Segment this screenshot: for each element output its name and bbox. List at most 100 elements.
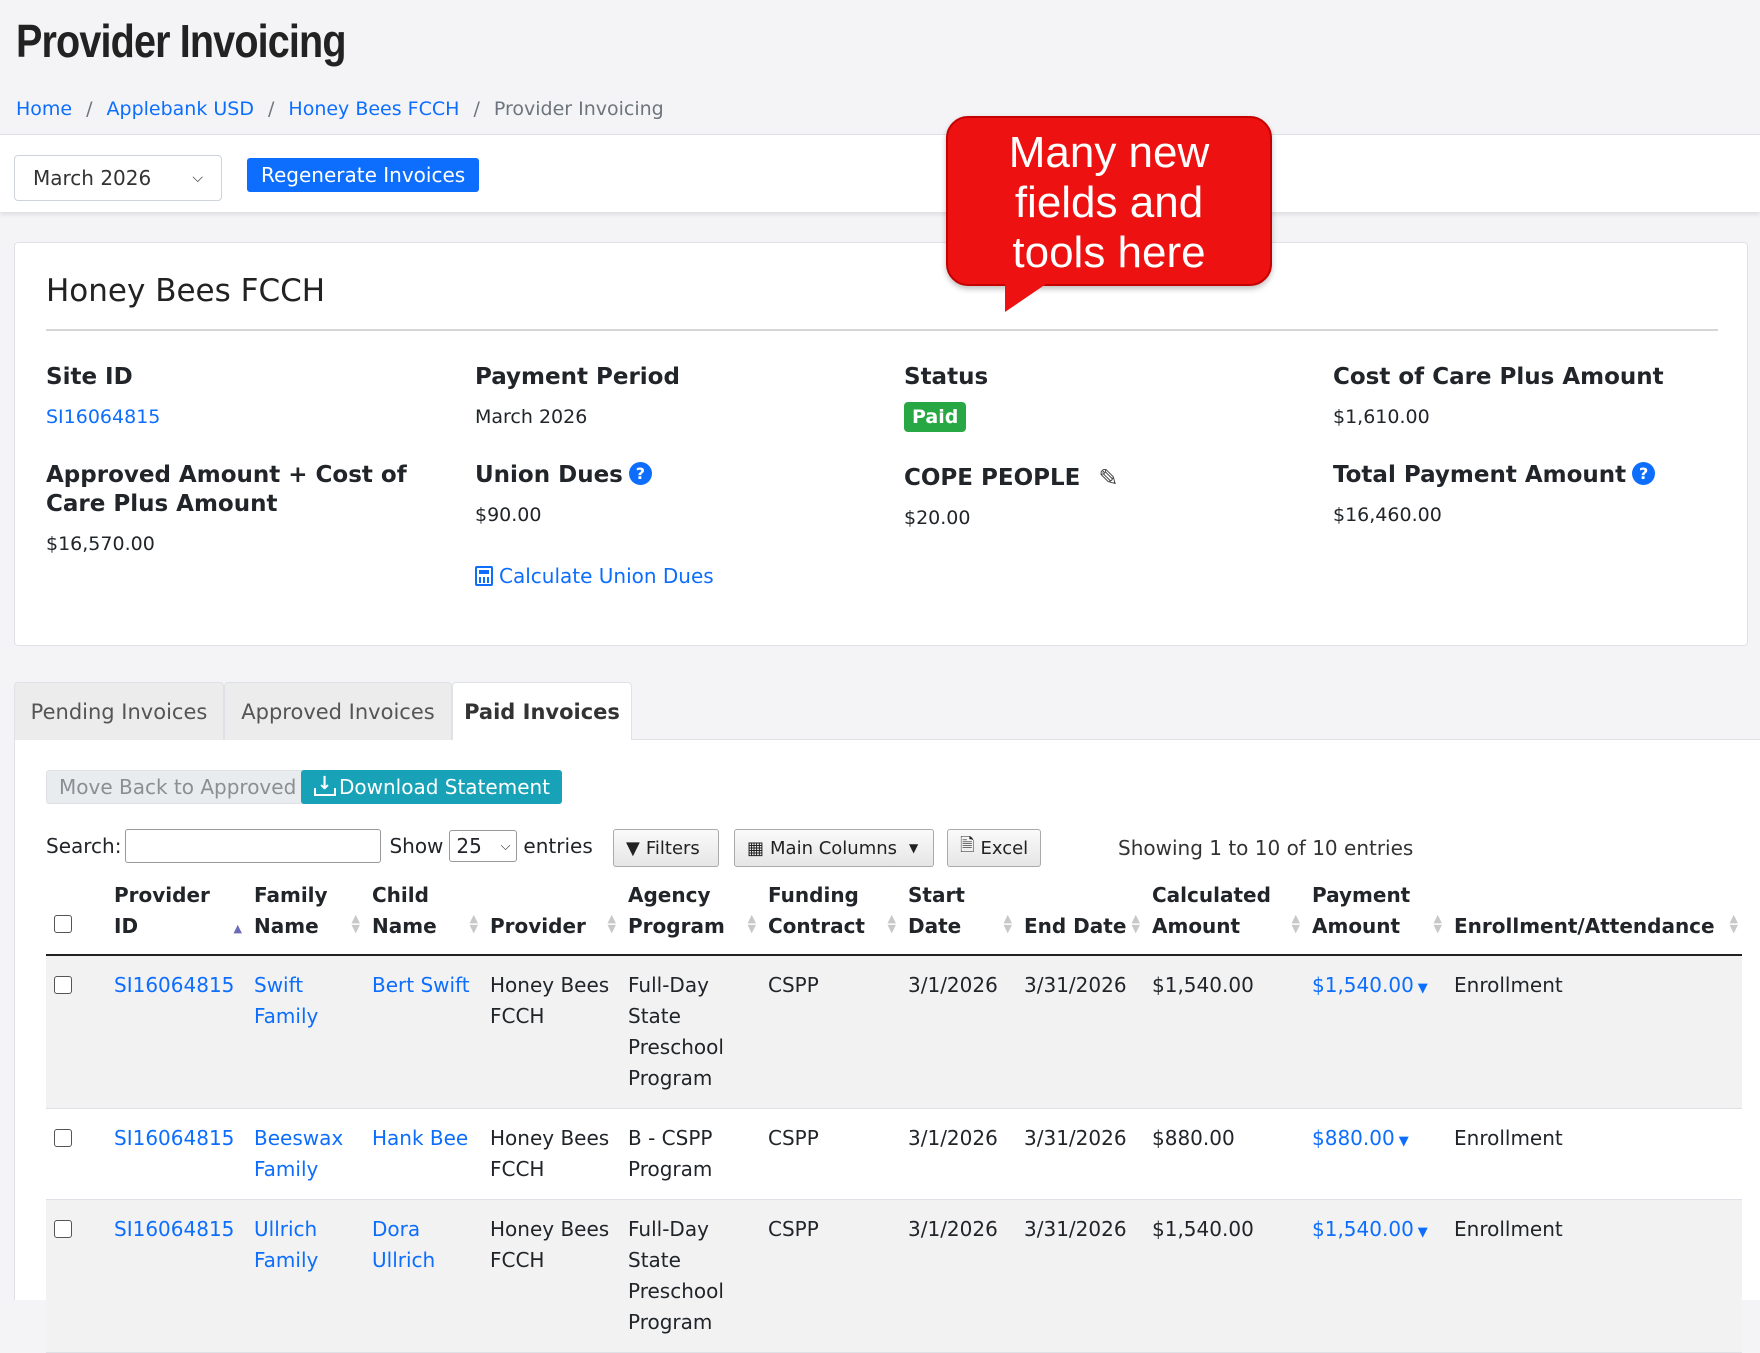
- total-payment-label-row: Total Payment Amount?: [1333, 461, 1733, 490]
- sort-icon: ▲ ▼: [747, 912, 756, 935]
- site-id-field: Site ID SI16064815: [46, 363, 426, 428]
- search-input[interactable]: [125, 829, 382, 863]
- child-name-link[interactable]: Dora Ullrich: [364, 1199, 482, 1353]
- page-length-value: 25: [456, 834, 482, 858]
- provider-id-link[interactable]: SI16064815: [106, 1108, 246, 1200]
- pencil-icon[interactable]: ✎: [1098, 464, 1119, 492]
- cost-of-care-value: $1,610.00: [1333, 406, 1430, 428]
- family-name-link[interactable]: Swift Family: [246, 955, 364, 1109]
- cope-label-row: COPE PEOPLE ✎: [904, 464, 1284, 493]
- calculated-amount-cell: $1,540.00: [1144, 1199, 1304, 1353]
- breadcrumb-current: Provider Invoicing: [493, 98, 664, 120]
- caret-down-icon: ▼: [909, 841, 919, 855]
- provider-cell: Honey Bees FCCH: [482, 1199, 620, 1353]
- status-badge: Paid: [904, 402, 967, 432]
- agency-program-cell: Full-Day State Preschool Program: [620, 1199, 760, 1353]
- breadcrumb-applebank-usd[interactable]: Applebank USD: [106, 98, 254, 120]
- column-header-enrollment-attendance[interactable]: Enrollment/Attendance ▲ ▼: [1446, 870, 1742, 956]
- start-date-cell: 3/1/2026: [900, 1199, 1016, 1353]
- tab-pending-invoices[interactable]: Pending Invoices: [14, 682, 224, 740]
- column-header-end-date[interactable]: End Date ▲ ▼: [1016, 870, 1144, 956]
- payment-period-label: Payment Period: [475, 364, 680, 390]
- column-header-agency-program[interactable]: Agency Program ▲ ▼: [620, 870, 760, 956]
- file-icon: 🗎: [960, 835, 975, 856]
- table-row: SI16064815 Ullrich Family Dora Ullrich H…: [46, 1199, 1742, 1353]
- chevron-down-icon: ⌵: [500, 838, 511, 854]
- caret-down-icon: ▼: [1398, 1134, 1409, 1149]
- tab-paid-invoices[interactable]: Paid Invoices: [452, 682, 632, 741]
- payment-amount-dropdown[interactable]: $1,540.00 ▼: [1304, 1199, 1446, 1353]
- column-label: Agency Program: [628, 883, 725, 938]
- row-checkbox[interactable]: [54, 1220, 72, 1238]
- caret-down-icon: ▼: [1417, 1225, 1428, 1240]
- enrollment-attendance-cell: Enrollment: [1446, 1108, 1742, 1200]
- caret-down-icon: ▼: [1417, 981, 1428, 996]
- column-label: End Date: [1024, 914, 1127, 938]
- filters-button[interactable]: ▼ Filters: [613, 829, 719, 867]
- table-info: Showing 1 to 10 of 10 entries: [1118, 836, 1414, 860]
- start-date-cell: 3/1/2026: [900, 955, 1016, 1109]
- page-length-select[interactable]: 25 ⌵: [449, 830, 518, 862]
- child-name-link[interactable]: Hank Bee: [364, 1108, 482, 1200]
- payment-amount-dropdown[interactable]: $1,540.00 ▼: [1304, 955, 1446, 1109]
- breadcrumb-home[interactable]: Home: [16, 98, 73, 120]
- sort-icon: ▲ ▼: [607, 912, 616, 935]
- site-id-link[interactable]: SI16064815: [46, 406, 161, 428]
- payment-amount-dropdown[interactable]: $880.00 ▼: [1304, 1108, 1446, 1200]
- move-back-to-approved-button[interactable]: Move Back to Approved: [46, 770, 310, 804]
- payment-amount-value: $1,540.00: [1312, 1217, 1414, 1241]
- grid-icon: ▦: [747, 837, 765, 859]
- calculated-amount-cell: $1,540.00: [1144, 955, 1304, 1109]
- invoice-toolbar: March 2026 ⌵ Regenerate Invoices: [0, 134, 1760, 212]
- question-circle-icon[interactable]: ?: [628, 462, 652, 485]
- column-label: Start Date: [908, 883, 965, 938]
- tab-approved-invoices[interactable]: Approved Invoices: [224, 682, 452, 740]
- select-all-checkbox[interactable]: [54, 915, 72, 933]
- calculate-union-dues-label: Calculate Union Dues: [499, 564, 714, 588]
- column-header-start-date[interactable]: Start Date ▲ ▼: [900, 870, 1016, 956]
- union-dues-label: Union Dues: [475, 462, 623, 488]
- month-select[interactable]: March 2026 ⌵: [14, 155, 222, 201]
- excel-button[interactable]: 🗎 Excel: [947, 829, 1041, 867]
- calculate-union-dues-link[interactable]: Calculate Union Dues: [475, 564, 714, 588]
- regenerate-invoices-button[interactable]: Regenerate Invoices: [247, 158, 480, 192]
- main-columns-button[interactable]: ▦ Main Columns ▼: [734, 829, 934, 867]
- agency-program-cell: Full-Day State Preschool Program: [620, 955, 760, 1109]
- family-name-link[interactable]: Beeswax Family: [246, 1108, 364, 1200]
- column-header-provider[interactable]: Provider ▲ ▼: [482, 870, 620, 956]
- column-header-provider-id[interactable]: Provider ID ▲: [106, 870, 246, 956]
- table-row: SI16064815 Beeswax Family Hank Bee Honey…: [46, 1108, 1742, 1200]
- family-name-link[interactable]: Ullrich Family: [246, 1199, 364, 1353]
- column-header-child-name[interactable]: Child Name ▲ ▼: [364, 870, 482, 956]
- sort-icon: ▲ ▼: [1003, 912, 1012, 935]
- provider-id-link[interactable]: SI16064815: [106, 1199, 246, 1353]
- column-header-payment-amount[interactable]: Payment Amount ▲ ▼: [1304, 870, 1446, 956]
- payment-period-field: Payment Period March 2026: [475, 363, 855, 428]
- union-dues-label-row: Union Dues?: [475, 461, 855, 490]
- row-select-cell: [46, 1108, 106, 1200]
- question-circle-icon[interactable]: ?: [1632, 462, 1656, 485]
- funding-contract-cell: CSPP: [760, 1199, 900, 1353]
- status-label: Status: [904, 364, 989, 390]
- column-header-funding-contract[interactable]: Funding Contract ▲ ▼: [760, 870, 900, 956]
- sort-icon: ▲ ▼: [1291, 912, 1300, 935]
- download-statement-button[interactable]: Download Statement: [301, 770, 563, 804]
- column-header-family-name[interactable]: Family Name ▲ ▼: [246, 870, 364, 956]
- column-label: Provider ID: [114, 883, 210, 938]
- breadcrumb-separator: /: [473, 98, 480, 120]
- column-header-calculated-amount[interactable]: Calculated Amount ▲ ▼: [1144, 870, 1304, 956]
- enrollment-attendance-cell: Enrollment: [1446, 1199, 1742, 1353]
- sort-icon: ▲ ▼: [1131, 912, 1140, 935]
- provider-id-link[interactable]: SI16064815: [106, 955, 246, 1109]
- payment-amount-value: $1,540.00: [1312, 973, 1414, 997]
- sort-icon: ▲: [233, 922, 242, 935]
- excel-label: Excel: [980, 837, 1029, 859]
- row-checkbox[interactable]: [54, 976, 72, 994]
- select-all-header: [46, 870, 106, 956]
- download-icon: [313, 773, 336, 797]
- row-checkbox[interactable]: [54, 1129, 72, 1147]
- child-name-link[interactable]: Bert Swift: [364, 955, 482, 1109]
- breadcrumb: Home / Applebank USD / Honey Bees FCCH /…: [16, 98, 664, 120]
- breadcrumb-honey-bees-fcch[interactable]: Honey Bees FCCH: [288, 98, 460, 120]
- datatable-controls: Search: Show 25 ⌵ entries: [46, 828, 593, 864]
